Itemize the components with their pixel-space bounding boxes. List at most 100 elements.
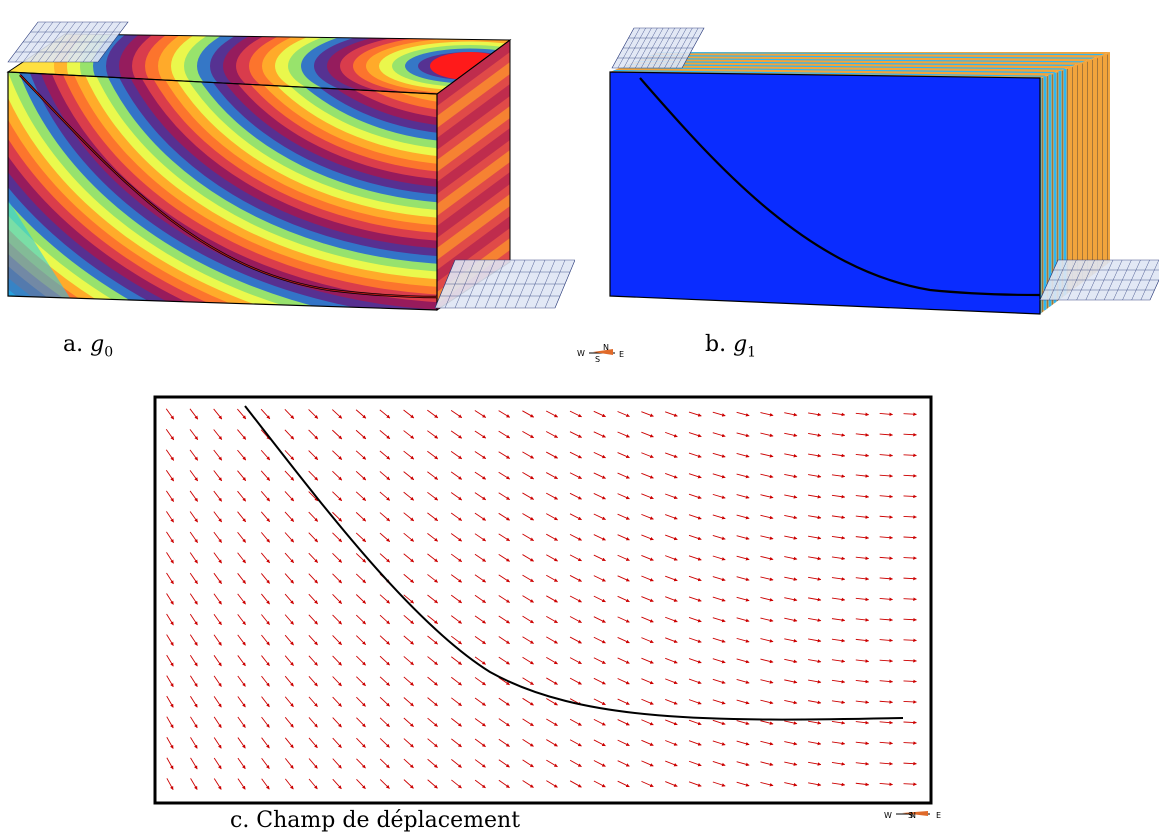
- displacement-arrow: [712, 576, 726, 582]
- displacement-arrow: [688, 740, 702, 746]
- displacement-arrow: [808, 453, 822, 458]
- displacement-arrow: [522, 410, 535, 418]
- displacement-arrow: [474, 759, 486, 768]
- displacement-arrow: [522, 780, 534, 788]
- displacement-arrow: [760, 432, 774, 438]
- displacement-arrow: [831, 474, 846, 478]
- displacement-arrow: [665, 699, 678, 705]
- displacement-arrow: [593, 472, 606, 479]
- displacement-arrow: [522, 718, 534, 727]
- displacement-arrow: [332, 470, 343, 481]
- displacement-arrow: [688, 411, 702, 417]
- displacement-arrow: [784, 432, 798, 437]
- displacement-arrow: [665, 514, 678, 520]
- displacement-arrow: [831, 618, 846, 622]
- displacement-arrow: [498, 779, 510, 789]
- displacement-arrow: [261, 675, 270, 687]
- displacement-arrow: [855, 515, 870, 519]
- displacement-arrow: [379, 676, 390, 686]
- displacement-arrow: [332, 758, 342, 769]
- displacement-arrow: [665, 760, 678, 767]
- displacement-arrow: [332, 717, 342, 728]
- displacement-arrow: [522, 513, 534, 521]
- caption-g1: b. g1: [705, 332, 756, 360]
- displacement-arrow: [808, 638, 822, 643]
- displacement-arrow: [308, 758, 318, 769]
- displacement-arrow: [332, 676, 342, 687]
- displacement-arrow: [879, 515, 893, 519]
- displacement-arrow: [808, 741, 822, 746]
- displacement-arrow: [474, 738, 486, 748]
- displacement-arrow: [450, 635, 462, 645]
- displacement-arrow: [379, 430, 391, 440]
- displacement-arrow: [260, 408, 271, 420]
- displacement-arrow: [879, 679, 893, 684]
- displacement-arrow: [189, 593, 198, 605]
- displacement-arrow: [260, 491, 271, 502]
- displacement-arrow: [213, 696, 222, 708]
- displacement-arrow: [546, 677, 558, 685]
- displacement-arrow: [665, 555, 678, 561]
- displacement-arrow: [760, 658, 774, 664]
- displacement-arrow: [522, 430, 535, 439]
- displacement-arrow: [284, 532, 295, 543]
- displacement-arrow: [879, 412, 893, 417]
- displacement-arrow: [546, 472, 558, 480]
- displacement-horizon-curve: [244, 405, 904, 721]
- displacement-arrow: [546, 759, 558, 768]
- displacement-arrow: [284, 717, 294, 728]
- displacement-arrow: [641, 719, 654, 726]
- displacement-arrow: [593, 493, 606, 500]
- displacement-arrow: [641, 493, 654, 500]
- caption-g1-subscript: 1: [747, 344, 757, 361]
- displacement-arrow: [760, 597, 774, 602]
- displacement-arrow: [831, 556, 846, 561]
- displacement-arrow: [784, 679, 798, 684]
- displacement-arrow: [712, 678, 726, 684]
- displacement-arrow: [760, 699, 774, 705]
- displacement-arrow: [189, 470, 199, 482]
- displacement-arrow: [712, 493, 726, 499]
- compass-bottom-icon: W S N E: [884, 811, 941, 820]
- displacement-arrow: [546, 533, 558, 541]
- displacement-arrow: [308, 511, 319, 522]
- displacement-arrow: [237, 675, 246, 687]
- displacement-arrow: [261, 634, 270, 646]
- displacement-arrow: [784, 761, 798, 766]
- displacement-arrow: [736, 453, 750, 458]
- displacement-arrow: [308, 737, 318, 749]
- displacement-arrow: [474, 615, 486, 624]
- displacement-arrow: [546, 595, 558, 603]
- displacement-arrow: [736, 699, 750, 705]
- displacement-arrow: [522, 492, 534, 500]
- displacement-arrow: [808, 494, 822, 499]
- displacement-arrow: [569, 677, 582, 685]
- displacement-arrow: [332, 532, 343, 543]
- displacement-arrow: [308, 573, 318, 584]
- displacement-arrow: [736, 432, 750, 438]
- displacement-arrow: [427, 471, 439, 480]
- displacement-arrow: [808, 556, 822, 561]
- displacement-arrow: [855, 762, 870, 766]
- displacement-arrow: [879, 433, 893, 437]
- displacement-arrow: [569, 595, 582, 603]
- compass-top: W N S E: [575, 344, 635, 364]
- displacement-arrow: [879, 474, 893, 478]
- displacement-arrow: [379, 758, 390, 769]
- displacement-arrow: [641, 637, 654, 644]
- displacement-arrow: [308, 676, 318, 687]
- displacement-arrow: [284, 470, 295, 481]
- displacement-arrow: [593, 513, 606, 520]
- displacement-arrow: [688, 473, 702, 479]
- displacement-arrow: [903, 761, 917, 766]
- displacement-arrow: [903, 474, 917, 478]
- displacement-arrow: [450, 533, 463, 542]
- displacement-arrow: [332, 635, 342, 646]
- displacement-arrow: [474, 492, 487, 501]
- displacement-arrow: [712, 514, 726, 520]
- displacement-arrow: [403, 471, 415, 481]
- displacement-arrow: [665, 740, 678, 746]
- displacement-arrow: [284, 409, 295, 419]
- displacement-arrow: [712, 719, 726, 726]
- displacement-arrow: [474, 656, 486, 665]
